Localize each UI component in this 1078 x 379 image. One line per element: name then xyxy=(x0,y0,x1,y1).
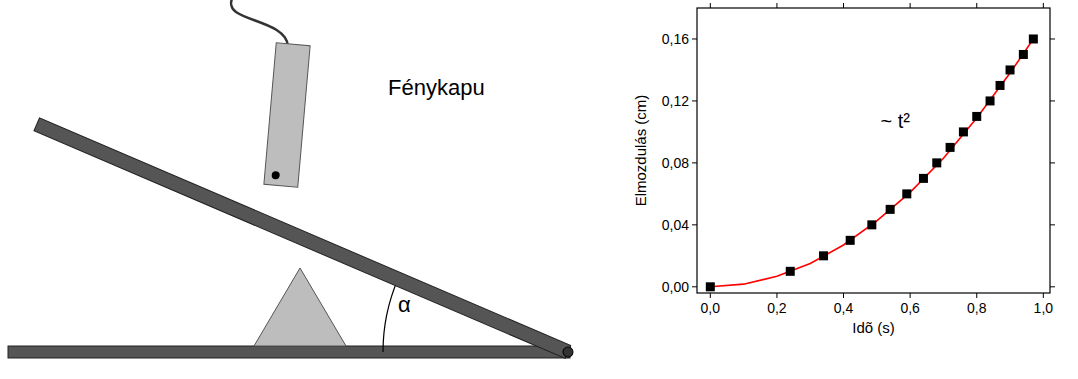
x-tick-top xyxy=(1043,3,1044,8)
data-point xyxy=(1006,65,1015,74)
y-tick-right xyxy=(1050,224,1055,225)
y-tick xyxy=(692,162,697,163)
data-point xyxy=(972,112,981,121)
cable xyxy=(231,0,288,46)
photogate xyxy=(264,43,310,187)
gate-label: Fénykapu xyxy=(388,75,485,100)
data-point xyxy=(959,127,968,136)
x-tick-label: 0,8 xyxy=(967,300,987,316)
y-tick-label: 0,00 xyxy=(662,279,689,295)
x-tick-label: 0,2 xyxy=(767,300,787,316)
x-tick xyxy=(710,293,711,298)
x-tick-top xyxy=(910,3,911,8)
x-tick-label: 0,0 xyxy=(701,300,721,316)
y-tick-right xyxy=(1050,162,1055,163)
y-tick xyxy=(692,38,697,39)
x-tick xyxy=(776,293,777,298)
y-tick-right xyxy=(1050,38,1055,39)
x-tick xyxy=(910,293,911,298)
pivot xyxy=(561,345,574,358)
annotation: ~ t² xyxy=(881,110,911,132)
data-point xyxy=(1029,34,1038,43)
x-tick-top xyxy=(976,3,977,8)
diagram: α Fénykapu xyxy=(8,0,575,379)
x-tick-top xyxy=(776,3,777,8)
x-tick xyxy=(1043,293,1044,298)
data-point xyxy=(786,267,795,276)
x-tick-label: 0,4 xyxy=(834,300,854,316)
data-point xyxy=(919,174,928,183)
plot-frame xyxy=(697,8,1050,293)
y-tick-label: 0,16 xyxy=(662,31,689,47)
fit-curve xyxy=(710,39,1033,287)
gate-sensor xyxy=(271,171,280,180)
incline-group xyxy=(34,118,575,361)
data-point xyxy=(819,251,828,260)
x-tick xyxy=(976,293,977,298)
data-point xyxy=(846,236,855,245)
x-tick xyxy=(843,293,844,298)
ground xyxy=(8,346,570,358)
x-tick-label: 0,6 xyxy=(900,300,920,316)
y-tick xyxy=(692,224,697,225)
data-point xyxy=(706,282,715,291)
data-point xyxy=(867,220,876,229)
chart: 0,00 0,04 0,08 0,12 0,16 0,0 0,2 0,4 0,6 0,8 1,0 Id… xyxy=(632,3,1055,336)
x-axis-title: Idõ (s) xyxy=(852,319,895,336)
x-tick-label: 1,0 xyxy=(1034,300,1054,316)
y-tick-right xyxy=(1050,286,1055,287)
gate-body xyxy=(264,43,310,187)
data-point xyxy=(986,96,995,105)
y-tick-label: 0,12 xyxy=(662,93,689,109)
angle-arc xyxy=(383,279,398,352)
y-tick-label: 0,04 xyxy=(662,217,689,233)
figure: αFénykapu0,000,040,080,120,160,00,20,40,… xyxy=(0,0,1078,379)
data-point xyxy=(1019,50,1028,59)
support xyxy=(254,268,346,346)
angle-label: α xyxy=(398,292,411,317)
data-point xyxy=(886,205,895,214)
y-tick-right xyxy=(1050,100,1055,101)
y-tick xyxy=(692,100,697,101)
data-point xyxy=(996,81,1005,90)
plot-data xyxy=(706,34,1038,291)
x-tick-top xyxy=(843,3,844,8)
y-tick xyxy=(692,286,697,287)
data-point xyxy=(946,143,955,152)
y-tick-label: 0,08 xyxy=(662,155,689,171)
x-tick-top xyxy=(710,3,711,8)
data-point xyxy=(932,158,941,167)
incline xyxy=(34,118,571,359)
data-point xyxy=(902,189,911,198)
y-axis-title: Elmozdulás (cm) xyxy=(632,95,649,207)
